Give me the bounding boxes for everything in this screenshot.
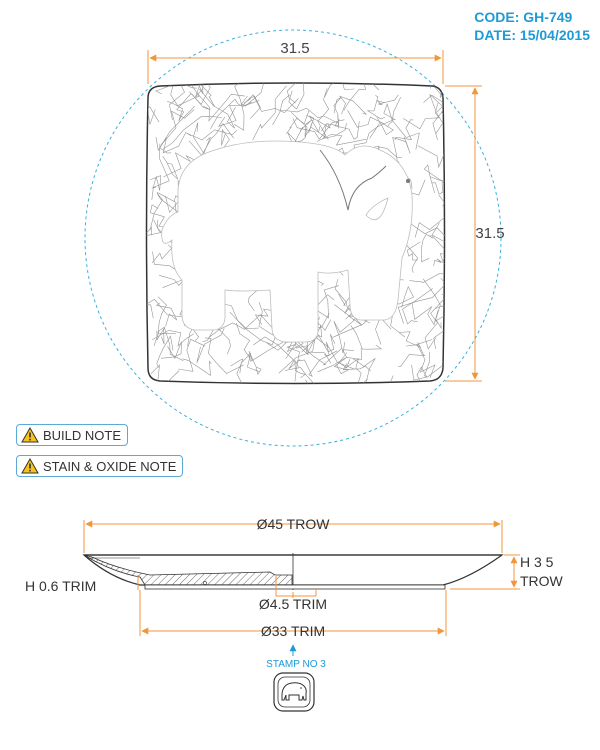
drawing-code: CODE: GH-749 — [474, 9, 573, 25]
plate-top-view — [145, 82, 446, 385]
base-diameter-label: Ø33 TRIM — [261, 623, 325, 639]
outer-diameter-dimension: Ø45 TROW — [83, 516, 503, 553]
plate-height-label-2: TROW — [520, 573, 564, 589]
rim-height-label: H 0.6 TRIM — [25, 578, 96, 594]
base-diameter-dimension: Ø33 TRIM — [139, 590, 447, 639]
stain-oxide-note-label: STAIN & OXIDE NOTE — [43, 458, 177, 474]
build-note-button[interactable]: BUILD NOTE — [16, 424, 129, 446]
warning-icon — [21, 458, 39, 474]
width-dimension-label: 31.5 — [280, 40, 309, 57]
plate-height-label-1: H 3 5 — [520, 554, 554, 570]
foot-diameter-label: Ø4.5 TRIM — [259, 596, 327, 612]
elephant-stamp-icon — [273, 672, 315, 712]
plate-height-dimension: H 3 5 TROW — [450, 554, 564, 590]
stain-oxide-note-button[interactable]: STAIN & OXIDE NOTE — [16, 455, 184, 477]
width-dimension: 31.5 — [147, 40, 444, 84]
plate-section-view — [82, 553, 504, 590]
title-block: CODE: GH-749 DATE: 15/04/2015 — [474, 8, 590, 44]
rim-height-dimension: H 0.6 TRIM — [25, 575, 139, 594]
drawing-date: DATE: 15/04/2015 — [474, 27, 590, 43]
elephant-motif — [161, 140, 413, 343]
warning-icon — [21, 427, 39, 443]
outer-diameter-label: Ø45 TROW — [257, 516, 331, 532]
outer-diameter-circle — [84, 29, 502, 447]
build-note-label: BUILD NOTE — [43, 427, 122, 443]
height-dimension-label: 31.5 — [475, 225, 504, 242]
height-dimension: 31.5 — [445, 85, 505, 382]
stamp-label: STAMP NO 3 — [266, 659, 326, 670]
stamp-callout: STAMP NO 3 — [266, 644, 326, 670]
foot-diameter-dimension: Ø4.5 TRIM — [259, 576, 327, 612]
